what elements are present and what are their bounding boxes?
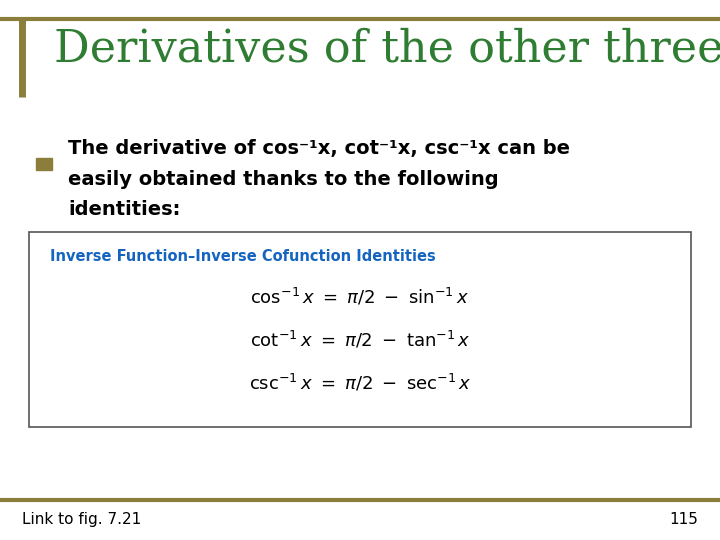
- Text: easily obtained thanks to the following: easily obtained thanks to the following: [68, 170, 499, 189]
- Text: Inverse Function–Inverse Cofunction Identities: Inverse Function–Inverse Cofunction Iden…: [50, 249, 436, 264]
- Text: $\cos^{-1} x \ = \ \pi/2 \ - \ \sin^{-1} x$: $\cos^{-1} x \ = \ \pi/2 \ - \ \sin^{-1}…: [251, 286, 469, 308]
- Text: The derivative of cos⁻¹x, cot⁻¹x, csc⁻¹x can be: The derivative of cos⁻¹x, cot⁻¹x, csc⁻¹x…: [68, 139, 570, 158]
- Text: Link to fig. 7.21: Link to fig. 7.21: [22, 512, 141, 527]
- Bar: [36, 158, 52, 170]
- Text: $\csc^{-1} x \ = \ \pi/2 \ - \ \sec^{-1} x$: $\csc^{-1} x \ = \ \pi/2 \ - \ \sec^{-1}…: [248, 373, 472, 394]
- Text: identities:: identities:: [68, 200, 181, 219]
- Text: Derivatives of the other three: Derivatives of the other three: [54, 27, 720, 70]
- Text: $\cot^{-1} x \ = \ \pi/2 \ - \ \tan^{-1} x$: $\cot^{-1} x \ = \ \pi/2 \ - \ \tan^{-1}…: [250, 329, 470, 351]
- FancyBboxPatch shape: [29, 232, 691, 427]
- Text: 115: 115: [670, 512, 698, 527]
